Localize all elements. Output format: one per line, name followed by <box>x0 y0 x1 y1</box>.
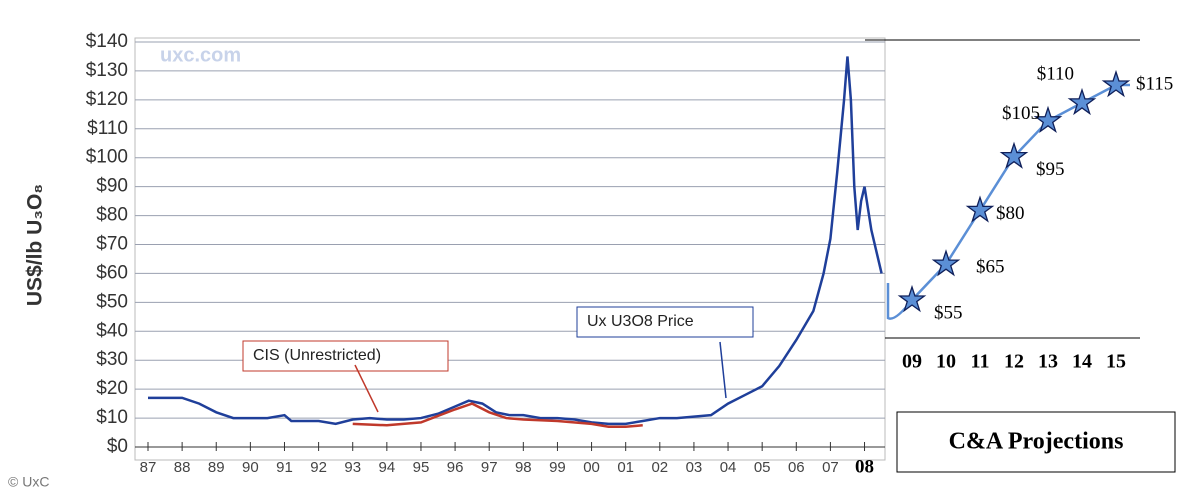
y-tick-label: $70 <box>96 234 128 255</box>
x-tick-label: 97 <box>481 459 498 476</box>
y-axis-label: US$/lb U₃O₈ <box>24 184 47 306</box>
projection-star <box>897 284 927 313</box>
x-tick-label: 98 <box>515 459 532 476</box>
y-tick-label: $90 <box>96 176 128 197</box>
x-tick-label: 01 <box>617 459 634 476</box>
projection-star <box>999 141 1029 169</box>
value-label: $105 <box>1002 103 1040 124</box>
value-label: $55 <box>934 302 963 323</box>
x-tick-label: 89 <box>208 459 225 476</box>
projection-star <box>1033 105 1063 134</box>
x-tick-label: 09 <box>902 351 922 373</box>
watermark: uxc.com <box>160 44 241 66</box>
y-tick-label: $110 <box>87 118 128 139</box>
y-tick-label: $100 <box>86 147 128 168</box>
projection-star <box>965 195 995 223</box>
x-tick-label: 13 <box>1038 351 1058 373</box>
y-tick-label: $10 <box>96 407 128 428</box>
x-tick-label: 10 <box>936 351 956 373</box>
series-line <box>148 56 883 426</box>
y-tick-label: $60 <box>96 262 128 283</box>
x-tick-label: 00 <box>583 459 600 476</box>
x-tick-label: 14 <box>1072 351 1092 373</box>
projection-title: C&A Projections <box>949 429 1124 455</box>
x-tick-label: 08 <box>855 456 874 477</box>
x-tick-label: 93 <box>344 459 361 476</box>
x-tick-label: 87 <box>140 459 157 476</box>
x-tick-label: 07 <box>822 459 839 476</box>
y-tick-label: $40 <box>96 320 128 341</box>
value-label: $65 <box>976 257 1005 278</box>
value-label: $95 <box>1036 159 1065 180</box>
x-tick-label: 90 <box>242 459 259 476</box>
legend-box <box>242 340 449 372</box>
x-tick-label: 95 <box>413 459 430 476</box>
x-tick-label: 03 <box>686 459 703 476</box>
projection-star <box>1067 87 1097 116</box>
y-tick-label: $140 <box>86 31 128 52</box>
y-tick-label: $120 <box>86 89 128 110</box>
title-box <box>896 411 1176 473</box>
x-tick-label: 05 <box>754 459 771 476</box>
x-tick-label: 06 <box>788 459 805 476</box>
legend-box <box>576 306 754 338</box>
y-tick-label: $130 <box>86 60 128 81</box>
y-tick-label: $80 <box>96 205 128 226</box>
legend-pointer <box>354 364 379 413</box>
projection-star <box>931 249 961 277</box>
x-tick-label: 12 <box>1004 351 1024 373</box>
x-tick-label: 94 <box>378 459 395 476</box>
legend-pointer <box>719 341 727 399</box>
y-tick-label: $50 <box>96 291 128 312</box>
legend-label: Ux U3O8 Price <box>587 313 694 330</box>
x-tick-label: 02 <box>651 459 668 476</box>
copyright: © UxC <box>8 474 49 490</box>
value-label: $110 <box>1037 63 1074 84</box>
x-tick-label: 99 <box>549 459 566 476</box>
plot-frame <box>134 37 886 461</box>
x-tick-label: 04 <box>720 459 737 476</box>
value-label: $115 <box>1136 73 1173 94</box>
x-tick-label: 15 <box>1106 351 1126 373</box>
x-tick-label: 88 <box>174 459 191 476</box>
y-tick-label: $20 <box>96 378 128 399</box>
x-tick-label: 11 <box>971 351 990 373</box>
legend-label: CIS (Unrestricted) <box>253 347 381 364</box>
value-label: $80 <box>996 203 1025 224</box>
x-tick-label: 92 <box>310 459 327 476</box>
y-tick-label: $30 <box>96 349 128 370</box>
series-line <box>352 402 643 428</box>
projection-star <box>1101 69 1131 98</box>
x-tick-label: 96 <box>447 459 464 476</box>
x-tick-label: 91 <box>276 459 293 476</box>
y-tick-label: $0 <box>107 436 128 457</box>
